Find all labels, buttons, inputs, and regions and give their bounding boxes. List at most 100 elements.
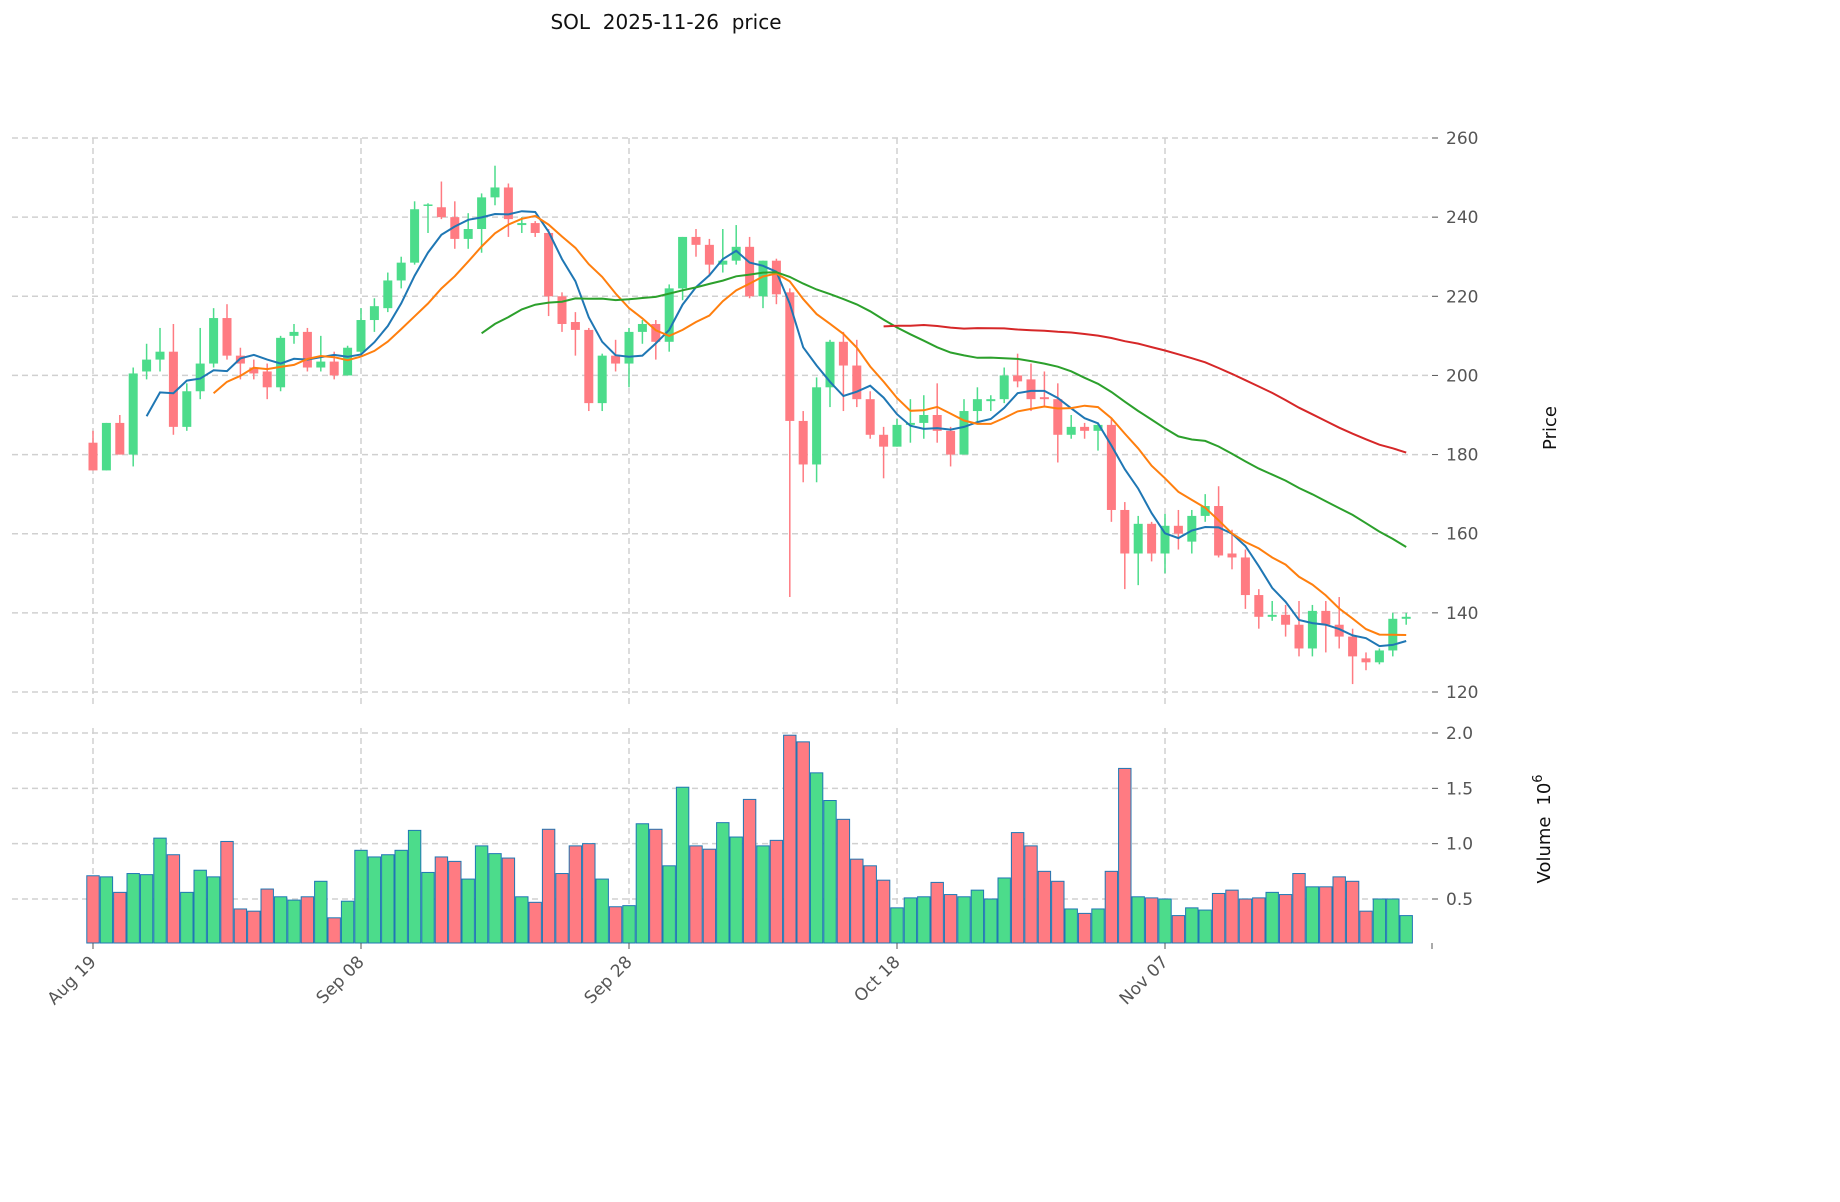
- volume-bar: [662, 865, 676, 944]
- candle-body: [624, 331, 634, 364]
- volume-bar: [689, 845, 703, 944]
- candle-body: [718, 260, 728, 265]
- candle-body: [731, 246, 741, 261]
- volume-bar: [568, 845, 583, 944]
- volume-bar: [1265, 891, 1279, 944]
- candle-body: [584, 329, 594, 404]
- volume-bar: [193, 869, 207, 944]
- candle-body: [611, 355, 621, 364]
- candle-body: [892, 424, 902, 447]
- candle-body: [369, 306, 379, 321]
- candle-body: [195, 363, 205, 392]
- candle-body: [503, 187, 513, 220]
- candle-body: [302, 331, 312, 368]
- volume-bar: [1010, 832, 1025, 944]
- candle-body: [477, 197, 487, 230]
- volume-bar: [528, 901, 542, 944]
- candle-body: [1160, 525, 1170, 554]
- candle-body: [1267, 614, 1277, 617]
- volume-multiplier-exp: 6: [1531, 774, 1546, 782]
- volume-bar: [1091, 908, 1105, 944]
- volume-bar: [1024, 845, 1038, 944]
- candle-body: [1173, 525, 1183, 534]
- volume-bar: [166, 854, 181, 944]
- volume-tick-label: 1.5: [1446, 779, 1473, 799]
- volume-bar: [541, 828, 556, 944]
- volume-bar: [461, 878, 475, 944]
- ma-10-line: [212, 214, 1407, 636]
- volume-bar: [675, 786, 690, 944]
- candle-body: [182, 391, 192, 427]
- ma-60-line: [883, 323, 1407, 454]
- candle-body: [1013, 375, 1023, 382]
- candle-body: [1281, 614, 1291, 625]
- candle-body: [557, 296, 567, 324]
- price-tick-label: 180: [1446, 446, 1478, 466]
- candle-body: [517, 223, 527, 226]
- volume-bar: [273, 896, 288, 944]
- candle-body: [1080, 426, 1090, 431]
- candle-body: [1093, 424, 1103, 431]
- volume-bar: [1238, 898, 1253, 944]
- volume-bar: [1104, 870, 1119, 944]
- candle-body: [1147, 523, 1157, 554]
- volume-bar: [863, 865, 877, 944]
- candle-body: [168, 351, 178, 427]
- price-tick-label: 240: [1446, 208, 1478, 228]
- candle-body: [383, 280, 393, 309]
- candle-body: [115, 422, 125, 455]
- volume-tick-label: 0.5: [1446, 890, 1473, 910]
- volume-bar: [555, 873, 569, 944]
- volume-bar: [287, 899, 301, 944]
- volume-bar: [1319, 886, 1333, 944]
- candle-body: [396, 262, 406, 281]
- candle-body: [1254, 595, 1264, 617]
- moving-averages: [145, 210, 1407, 648]
- candle-body: [999, 375, 1009, 400]
- volume-bar: [582, 843, 596, 944]
- candle-body: [865, 399, 875, 435]
- candle-body: [959, 411, 969, 455]
- volume-bar: [850, 858, 864, 944]
- candle-body: [128, 373, 138, 455]
- candle-body: [637, 323, 647, 332]
- volume-bar: [394, 849, 408, 944]
- volume-bar: [622, 905, 636, 944]
- volume-bar: [421, 871, 435, 944]
- volume-bar: [488, 853, 502, 944]
- volume-bar: [381, 854, 395, 944]
- volume-bar: [608, 906, 623, 944]
- candle-body: [745, 246, 755, 297]
- candle-body: [356, 320, 366, 352]
- chart-title: SOL 2025-11-26 price: [550, 10, 781, 34]
- candle-body: [1307, 610, 1317, 649]
- candle-body: [1133, 523, 1143, 554]
- volume-bar: [314, 880, 328, 944]
- candle-body: [329, 361, 339, 376]
- volume-bar: [1345, 880, 1360, 944]
- candle-body: [1187, 515, 1197, 542]
- volume-bar: [876, 879, 891, 944]
- candle-body: [262, 371, 272, 388]
- volume-bar: [702, 848, 717, 944]
- volume-bar: [823, 800, 837, 944]
- candle-body: [1026, 379, 1036, 400]
- candle-body: [785, 292, 795, 421]
- volume-bar: [903, 897, 918, 944]
- candle-body: [1066, 426, 1076, 435]
- volume-bar: [957, 896, 971, 944]
- candle-body: [919, 415, 929, 423]
- candle-body: [209, 318, 219, 364]
- volume-bar: [206, 876, 221, 944]
- volume-bar: [1037, 870, 1052, 944]
- volume-bar: [1372, 898, 1387, 944]
- candle-body: [155, 351, 165, 360]
- candle-body: [1214, 506, 1224, 556]
- volume-bar: [1211, 892, 1226, 944]
- volume-bar: [1198, 909, 1212, 944]
- price-tick-label: 140: [1446, 604, 1478, 624]
- candle-body: [249, 367, 259, 374]
- volume-bar: [448, 860, 462, 944]
- candle-body: [758, 260, 768, 297]
